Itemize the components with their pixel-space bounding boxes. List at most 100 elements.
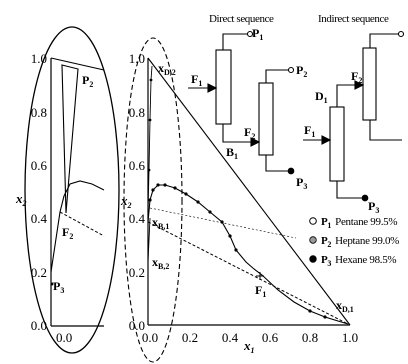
main-y-tick: 0.4 xyxy=(129,211,146,226)
left-zoom-plot: 0.0 0.2 0.4 0.6 0.8 1.0 0.0 x2 P2 F2 P3 xyxy=(15,26,120,354)
left-zoom-ellipse xyxy=(24,26,120,354)
direct-p2-line xyxy=(265,69,288,83)
curve-marker xyxy=(234,248,238,252)
main-y-tick: 0.2 xyxy=(129,265,145,280)
xb2-label: xB,2 xyxy=(152,255,169,271)
left-f2-label: F2 xyxy=(62,225,73,241)
main-x-tick: 0.6 xyxy=(262,330,279,345)
direct-p3-filled-circle xyxy=(287,167,295,175)
curve-marker xyxy=(163,183,167,187)
main-zoom-ellipse xyxy=(123,37,183,363)
direct-p3-label: P3 xyxy=(296,175,307,191)
indirect-sequence-diagram: Indirect sequence F1 D1 F2 P3 xyxy=(303,13,405,215)
left-p2-label: P2 xyxy=(82,73,93,89)
legend-item-p3: P3 Hexane 98.5% xyxy=(309,254,397,268)
curve-marker xyxy=(220,220,224,224)
indirect-top-line xyxy=(369,33,398,48)
curve-marker xyxy=(208,210,212,214)
indirect-bottom-line xyxy=(369,120,402,141)
indirect-p3-line xyxy=(336,181,362,199)
f1-label: F1 xyxy=(255,283,266,299)
curve-marker xyxy=(149,78,153,82)
indirect-column-1 xyxy=(329,106,345,182)
direct-p2-label: P2 xyxy=(296,63,307,79)
legend-p2-text: P2 Heptane 99.0% xyxy=(321,235,399,249)
main-y-axis-label: x2 xyxy=(120,193,132,210)
f1-cross-marker xyxy=(256,272,264,280)
direct-p1-open-circle xyxy=(246,30,254,38)
main-y-tick: 0.6 xyxy=(129,158,146,173)
direct-b1-label: B1 xyxy=(226,145,238,161)
direct-b1-arrowhead xyxy=(250,137,261,147)
left-y-tick: 1.0 xyxy=(31,51,47,66)
left-y-tick: 0.0 xyxy=(31,318,47,333)
main-distillation-curve xyxy=(147,184,349,325)
curve-marker xyxy=(323,315,327,319)
curve-marker xyxy=(196,200,200,204)
indirect-f2-label: F2 xyxy=(351,69,362,85)
indirect-p3-label: P3 xyxy=(368,199,379,215)
legend-item-p1: P1 Pentane 99.5% xyxy=(309,216,398,230)
direct-b1-line xyxy=(222,124,256,143)
left-y-axis-label: x2 xyxy=(15,191,27,208)
curve-marker xyxy=(228,234,232,238)
main-y-tick: 0.8 xyxy=(129,105,145,120)
indirect-d1-label: D1 xyxy=(315,89,328,105)
indirect-column-2 xyxy=(362,47,377,121)
main-y-tick: 0.0 xyxy=(129,318,145,333)
legend-p3-text: P3 Hexane 98.5% xyxy=(321,254,396,268)
main-y-tick: 1.0 xyxy=(129,51,145,66)
curve-marker xyxy=(147,168,151,172)
xb1-label: xB,1 xyxy=(152,215,169,231)
main-dashed-mass-balance-line xyxy=(147,221,351,326)
main-x-tick: 0.8 xyxy=(302,330,318,345)
direct-column-2 xyxy=(258,82,274,156)
left-p3-label: P3 xyxy=(53,279,64,295)
curve-marker xyxy=(148,198,152,202)
direct-f1-label: F1 xyxy=(191,72,202,88)
main-x-tick: 0.4 xyxy=(222,330,239,345)
curve-marker xyxy=(151,188,155,192)
main-vertical-markers xyxy=(147,78,153,172)
direct-p1-line xyxy=(222,33,247,50)
indirect-p3-filled-circle xyxy=(361,194,369,202)
indirect-top-open-circle xyxy=(397,30,405,38)
left-dashed-mass-balance-line xyxy=(59,211,105,237)
left-x-tick: 0.0 xyxy=(56,330,72,345)
main-f1-guide-line xyxy=(149,207,297,239)
main-x-tick: 0.0 xyxy=(142,330,158,345)
curve-marker xyxy=(173,186,177,190)
left-p2-wedge xyxy=(61,64,79,214)
direct-p2-open-circle xyxy=(287,66,295,74)
direct-p3-line xyxy=(265,155,288,172)
indirect-sequence-title: Indirect sequence xyxy=(318,13,389,25)
left-p3-point xyxy=(50,282,54,286)
legend-item-p2: P2 Heptane 99.0% xyxy=(309,235,399,249)
direct-sequence-title: Direct sequence xyxy=(209,13,274,25)
curve-marker xyxy=(156,183,160,187)
indirect-d1-arrowhead xyxy=(354,80,365,90)
left-y-tick: 0.2 xyxy=(31,265,47,280)
main-vertical-curve xyxy=(147,65,153,213)
indirect-f1-arrowhead xyxy=(321,135,332,145)
open-circle-icon xyxy=(309,217,317,225)
main-triangle-hypotenuse xyxy=(147,57,351,326)
legend: P1 Pentane 99.5% P2 Heptane 99.0% P3 Hexane… xyxy=(309,216,399,268)
left-distillation-curve xyxy=(50,180,105,273)
main-curve-markers xyxy=(148,183,327,319)
xd1-label: xD,1 xyxy=(336,298,354,314)
indirect-f1-label: F1 xyxy=(304,123,315,139)
main-x-tick: 0.2 xyxy=(182,330,198,345)
main-plot: 0.0 0.2 0.4 0.6 0.8 1.0 0.0 0.2 0.4 0.6 … xyxy=(120,37,358,363)
direct-column-1 xyxy=(215,49,232,125)
main-y-ticks: 0.0 0.2 0.4 0.6 0.8 1.0 xyxy=(129,51,146,333)
direct-p1-label: P1 xyxy=(252,26,263,42)
direct-f2-label: F2 xyxy=(244,125,255,141)
main-x-ticks: 0.0 0.2 0.4 0.6 0.8 1.0 xyxy=(142,330,358,345)
direct-sequence-diagram: Direct sequence P1 F1 B1 F2 P2 P3 xyxy=(188,13,307,191)
left-top-edge-line xyxy=(50,57,105,71)
curve-marker xyxy=(308,309,312,313)
left-y-ticks: 0.0 0.2 0.4 0.6 0.8 1.0 xyxy=(31,51,48,333)
